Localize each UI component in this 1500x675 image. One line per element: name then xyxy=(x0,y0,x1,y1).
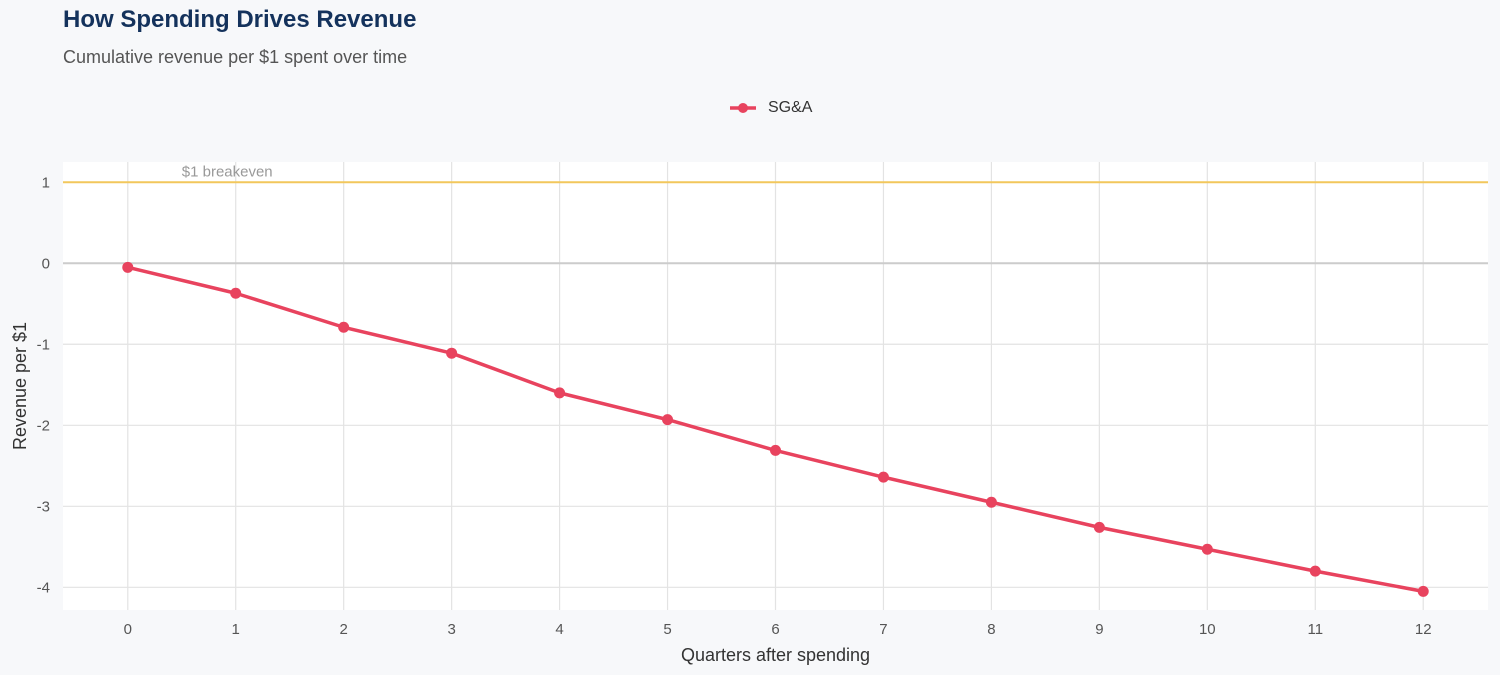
x-tick-label: 8 xyxy=(987,621,995,638)
data-point xyxy=(985,496,997,508)
y-tick-label: 0 xyxy=(42,255,50,272)
data-point xyxy=(1093,521,1105,533)
data-point xyxy=(662,414,674,426)
x-tick-label: 3 xyxy=(447,621,455,638)
data-point xyxy=(1417,585,1429,597)
x-tick-label: 4 xyxy=(555,621,563,638)
x-tick-label: 9 xyxy=(1095,621,1103,638)
y-axis-label: Revenue per $1 xyxy=(10,322,30,450)
data-point xyxy=(122,261,134,273)
y-tick-label: -3 xyxy=(37,498,50,515)
breakeven-label: $1 breakeven xyxy=(182,163,273,180)
data-point xyxy=(554,387,566,399)
x-tick-label: 12 xyxy=(1415,621,1432,638)
data-point xyxy=(877,471,889,483)
x-tick-label: 6 xyxy=(771,621,779,638)
data-point xyxy=(338,321,350,333)
y-tick-label: -1 xyxy=(37,336,50,353)
data-point xyxy=(1201,543,1213,555)
legend-label: SG&A xyxy=(768,99,813,116)
chart-title: How Spending Drives Revenue xyxy=(63,6,417,33)
x-tick-label: 11 xyxy=(1307,621,1323,638)
data-point xyxy=(1309,565,1321,577)
y-tick-label: -4 xyxy=(37,579,50,596)
x-tick-label: 10 xyxy=(1199,621,1216,638)
y-tick-label: -2 xyxy=(37,417,50,434)
chart-subtitle: Cumulative revenue per $1 spent over tim… xyxy=(63,47,408,67)
x-tick-label: 5 xyxy=(663,621,671,638)
data-point xyxy=(770,444,781,456)
x-tick-label: 2 xyxy=(340,621,348,638)
legend: SG&A xyxy=(728,99,812,117)
y-tick-label: 1 xyxy=(42,174,50,191)
x-axis-label: Quarters after spending xyxy=(681,645,870,665)
x-tick-label: 0 xyxy=(124,621,132,638)
data-point xyxy=(446,347,458,359)
legend-swatch xyxy=(730,103,756,113)
x-tick-label: 7 xyxy=(879,621,887,638)
data-point xyxy=(230,287,242,299)
x-tick-label: 1 xyxy=(232,621,240,638)
